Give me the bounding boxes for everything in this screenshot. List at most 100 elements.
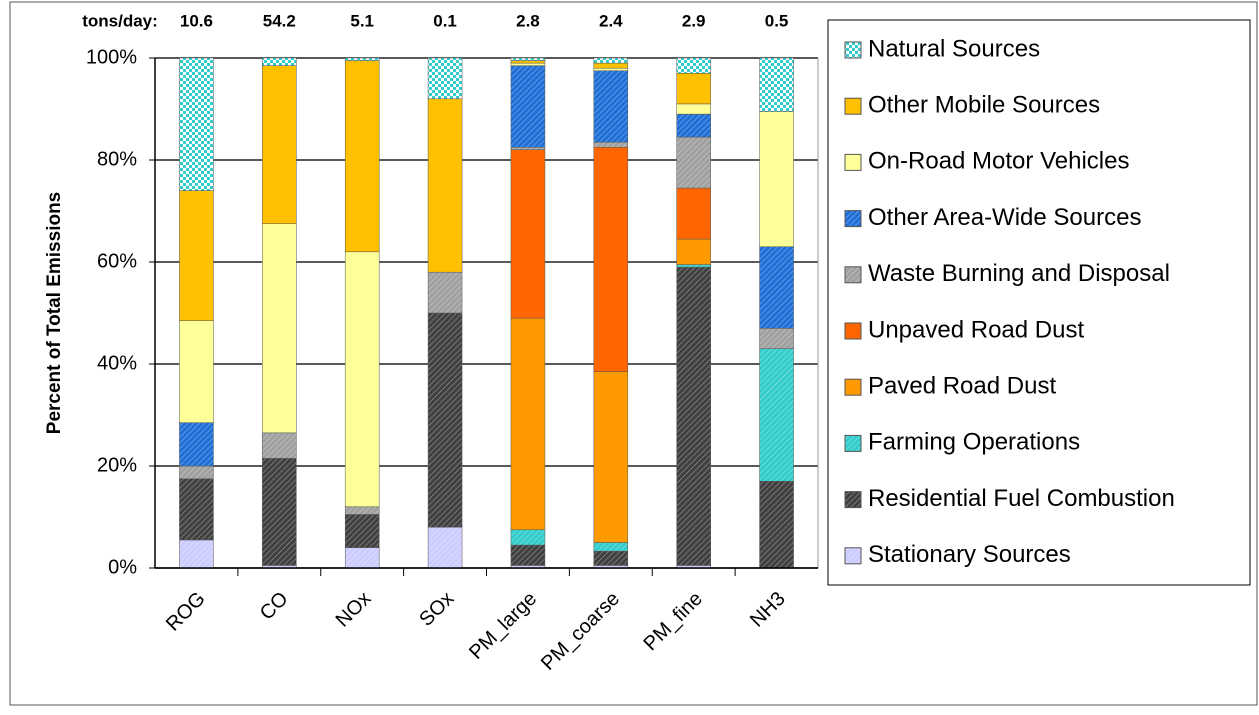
bar-segment [179, 57, 214, 191]
legend-swatch [844, 378, 862, 396]
legend-label: Residential Fuel Combustion [868, 485, 1175, 512]
legend-label: Other Mobile Sources [868, 92, 1100, 119]
bar-segment [676, 238, 711, 265]
legend-swatch [844, 322, 862, 340]
y-tick-label: 60% [97, 250, 137, 272]
tons-value: 2.4 [599, 11, 623, 30]
bar-segment [676, 57, 711, 74]
bar-segment [344, 506, 380, 515]
tons-value: 10.6 [180, 11, 213, 30]
legend-label: Natural Sources [868, 35, 1040, 62]
bar-segment [593, 67, 629, 71]
tons-value: 2.9 [682, 11, 706, 30]
bar-segment [759, 111, 794, 247]
tons-value: 5.1 [350, 11, 374, 30]
bar-segment [759, 348, 794, 482]
bar-segment [759, 481, 794, 569]
tons-value: 0.5 [765, 11, 789, 30]
legend-box [827, 19, 1251, 586]
tons-value: 2.8 [516, 11, 540, 30]
x-tick-label: CO [256, 588, 293, 625]
bar-segment [427, 312, 463, 528]
x-tick-label: ROG [162, 588, 210, 636]
legend-swatch [844, 41, 862, 59]
legend-swatch [844, 266, 862, 284]
bar-segment [344, 251, 380, 508]
legend-label: Waste Burning and Disposal [868, 260, 1170, 287]
legend-swatch [844, 491, 862, 509]
bar-segment [262, 57, 297, 66]
tons-value: 54.2 [263, 11, 296, 30]
bar-segment [510, 62, 546, 66]
y-tick-label: 100% [86, 46, 137, 68]
bar-segment [344, 60, 380, 253]
bar-segment [593, 371, 629, 543]
bar-segment [759, 246, 794, 329]
bar-segment [759, 57, 794, 112]
bar-segment [593, 62, 629, 69]
legend-swatch [844, 210, 862, 228]
bar-segment [676, 264, 711, 268]
bar-segment [510, 544, 546, 566]
y-tick-label: 80% [97, 148, 137, 170]
bar-segment [676, 136, 711, 189]
bar-segment [344, 514, 380, 548]
bar-segment [676, 103, 711, 115]
tons-value: 0.1 [433, 11, 457, 30]
legend-label: Unpaved Road Dust [868, 316, 1084, 343]
bar-segment [179, 320, 214, 423]
bar-segment [262, 458, 297, 566]
bar-segment [593, 542, 629, 552]
bar-segment [262, 65, 297, 225]
y-tick-label: 0% [108, 556, 137, 578]
bar-segment [593, 147, 629, 372]
bar-segment [593, 141, 629, 148]
bar-segment [344, 547, 380, 569]
bar-segment [510, 529, 546, 546]
bar-segment [179, 465, 214, 479]
bar-segment [344, 57, 380, 61]
bar-segment [676, 266, 711, 566]
legend-swatch [844, 153, 862, 171]
bar-segment [676, 113, 711, 138]
legend-swatch [844, 547, 862, 565]
bar-segment [427, 271, 463, 314]
legend-label: Paved Road Dust [868, 373, 1056, 400]
bar-segment [676, 187, 711, 240]
legend-label: Farming Operations [868, 429, 1080, 456]
y-axis-label: Percent of Total Emissions [44, 192, 65, 434]
bar-segment [179, 422, 214, 467]
legend-swatch [844, 97, 862, 115]
y-tick-label: 20% [97, 454, 137, 476]
frame [9, 1, 1258, 706]
legend-label: Stationary Sources [868, 541, 1071, 568]
bar-segment [759, 328, 794, 349]
bar-segment [510, 149, 546, 319]
bar-segment [593, 70, 629, 143]
y-tick-label: 40% [97, 352, 137, 374]
bar-segment [179, 539, 214, 569]
x-tick-label: PM_coarse [537, 588, 624, 675]
bar-segment [510, 147, 546, 151]
bar-segment [593, 550, 629, 566]
legend-label: Other Area-Wide Sources [868, 204, 1141, 231]
x-tick-label: PM_fine [640, 588, 707, 655]
bar-segment [510, 317, 546, 530]
x-tick-label: NH3 [746, 588, 790, 632]
bar-segment [510, 60, 546, 64]
x-tick-label: SOx [415, 588, 458, 631]
x-tick-label: PM_large [465, 588, 541, 664]
bar-segment [427, 57, 463, 100]
legend-label: On-Road Motor Vehicles [868, 148, 1129, 175]
bar-segment [262, 432, 297, 459]
bar-segment [427, 526, 463, 569]
bar-segment [510, 65, 546, 148]
bar-segment [427, 98, 463, 273]
legend-swatch [844, 434, 862, 452]
x-tick-label: NOx [332, 588, 376, 632]
bar-segment [262, 223, 297, 434]
bar-segment [510, 57, 546, 61]
bar-segment [179, 478, 214, 541]
tons-label: tons/day: [82, 11, 158, 30]
